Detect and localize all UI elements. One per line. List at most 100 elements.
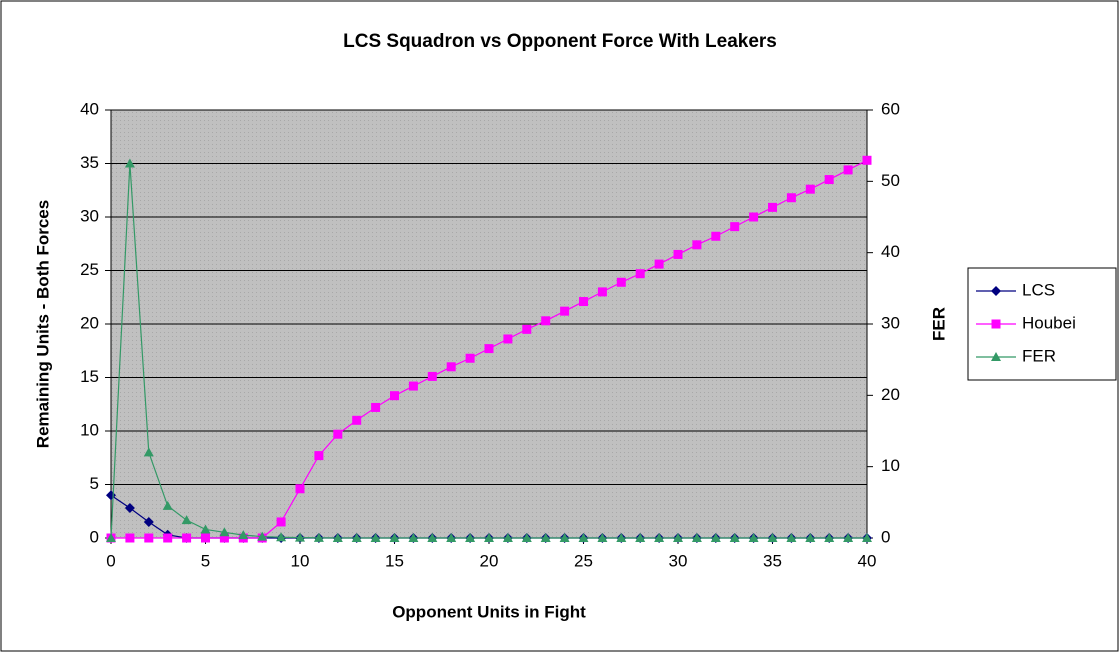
y-tick-label: 35 (80, 153, 99, 172)
y-tick-label: 25 (80, 260, 99, 279)
y2-tick-label: 0 (881, 527, 890, 546)
y-tick-label: 30 (80, 206, 99, 225)
marker (730, 222, 740, 232)
marker (371, 402, 381, 412)
marker (106, 533, 116, 542)
marker (427, 533, 438, 542)
marker (502, 533, 513, 542)
x-tick-label: 10 (291, 551, 310, 570)
marker (201, 533, 210, 543)
marker (313, 532, 324, 542)
x-tick-label: 30 (669, 551, 688, 570)
marker (333, 429, 343, 439)
marker (446, 362, 456, 372)
marker (541, 316, 551, 326)
marker (370, 533, 381, 542)
marker (824, 175, 834, 185)
chart-title: LCS Squadron vs Opponent Force With Leak… (343, 31, 777, 52)
marker (748, 533, 759, 542)
marker (219, 527, 230, 537)
marker (200, 524, 211, 534)
marker (484, 533, 494, 542)
legend-label: FER (1022, 346, 1056, 365)
marker (124, 503, 135, 514)
x-tick-label: 25 (574, 551, 593, 570)
x-axis-title: Opponent Units in Fight (392, 602, 586, 621)
y2-tick-label: 60 (881, 99, 900, 118)
marker (616, 533, 627, 542)
x-tick-label: 20 (480, 551, 499, 570)
marker (560, 306, 570, 316)
marker (521, 533, 532, 542)
marker (710, 533, 721, 542)
marker (163, 533, 173, 543)
y-tick-label: 10 (80, 420, 99, 439)
marker (729, 533, 740, 542)
marker (522, 324, 532, 334)
marker (314, 451, 324, 461)
marker (465, 353, 475, 363)
y2-axis-title: FER (929, 307, 948, 341)
marker (143, 447, 154, 457)
marker (540, 533, 551, 542)
marker (991, 352, 1001, 361)
marker (749, 212, 759, 222)
marker (616, 277, 626, 287)
marker (654, 259, 664, 269)
marker (635, 269, 645, 279)
marker (408, 381, 418, 391)
marker (635, 533, 646, 542)
marker (389, 533, 400, 542)
y-tick-label: 15 (80, 367, 99, 386)
marker (862, 155, 872, 165)
marker (219, 533, 229, 543)
marker (673, 249, 683, 259)
y-tick-label: 0 (90, 527, 99, 546)
marker (162, 500, 173, 510)
marker (578, 533, 589, 542)
marker (691, 533, 702, 542)
marker (427, 371, 437, 381)
marker (144, 533, 154, 543)
y2-tick-label: 30 (881, 313, 900, 332)
x-tick-label: 5 (201, 551, 210, 570)
y2-tick-label: 20 (881, 385, 900, 404)
marker (238, 530, 249, 540)
marker (862, 533, 872, 542)
marker (352, 415, 362, 425)
marker (597, 287, 607, 297)
marker (276, 532, 287, 542)
marker (654, 533, 665, 542)
y-tick-label: 20 (80, 313, 99, 332)
marker (673, 533, 683, 542)
marker (351, 533, 362, 542)
marker (484, 344, 494, 354)
marker (786, 533, 797, 542)
x-tick-label: 0 (106, 551, 115, 570)
x-tick-label: 15 (385, 551, 404, 570)
y-tick-label: 40 (80, 99, 99, 118)
marker (332, 533, 343, 542)
marker (711, 231, 721, 241)
y-axis-title: Remaining Units - Both Forces (33, 200, 52, 448)
y-tick-label: 5 (90, 474, 99, 493)
marker (559, 533, 570, 542)
marker (181, 515, 192, 525)
marker (767, 533, 778, 542)
marker (143, 516, 154, 527)
marker (257, 531, 268, 541)
marker (991, 319, 1001, 329)
y2-tick-label: 10 (881, 456, 900, 475)
marker (805, 184, 815, 194)
marker (295, 532, 305, 542)
marker (824, 533, 835, 542)
marker (768, 202, 777, 212)
marker (579, 297, 588, 307)
marker (125, 533, 135, 543)
marker (843, 165, 853, 175)
x-tick-label: 40 (858, 551, 877, 570)
x-tick-label: 35 (763, 551, 782, 570)
marker (786, 193, 796, 203)
legend-label: LCS (1022, 280, 1055, 299)
